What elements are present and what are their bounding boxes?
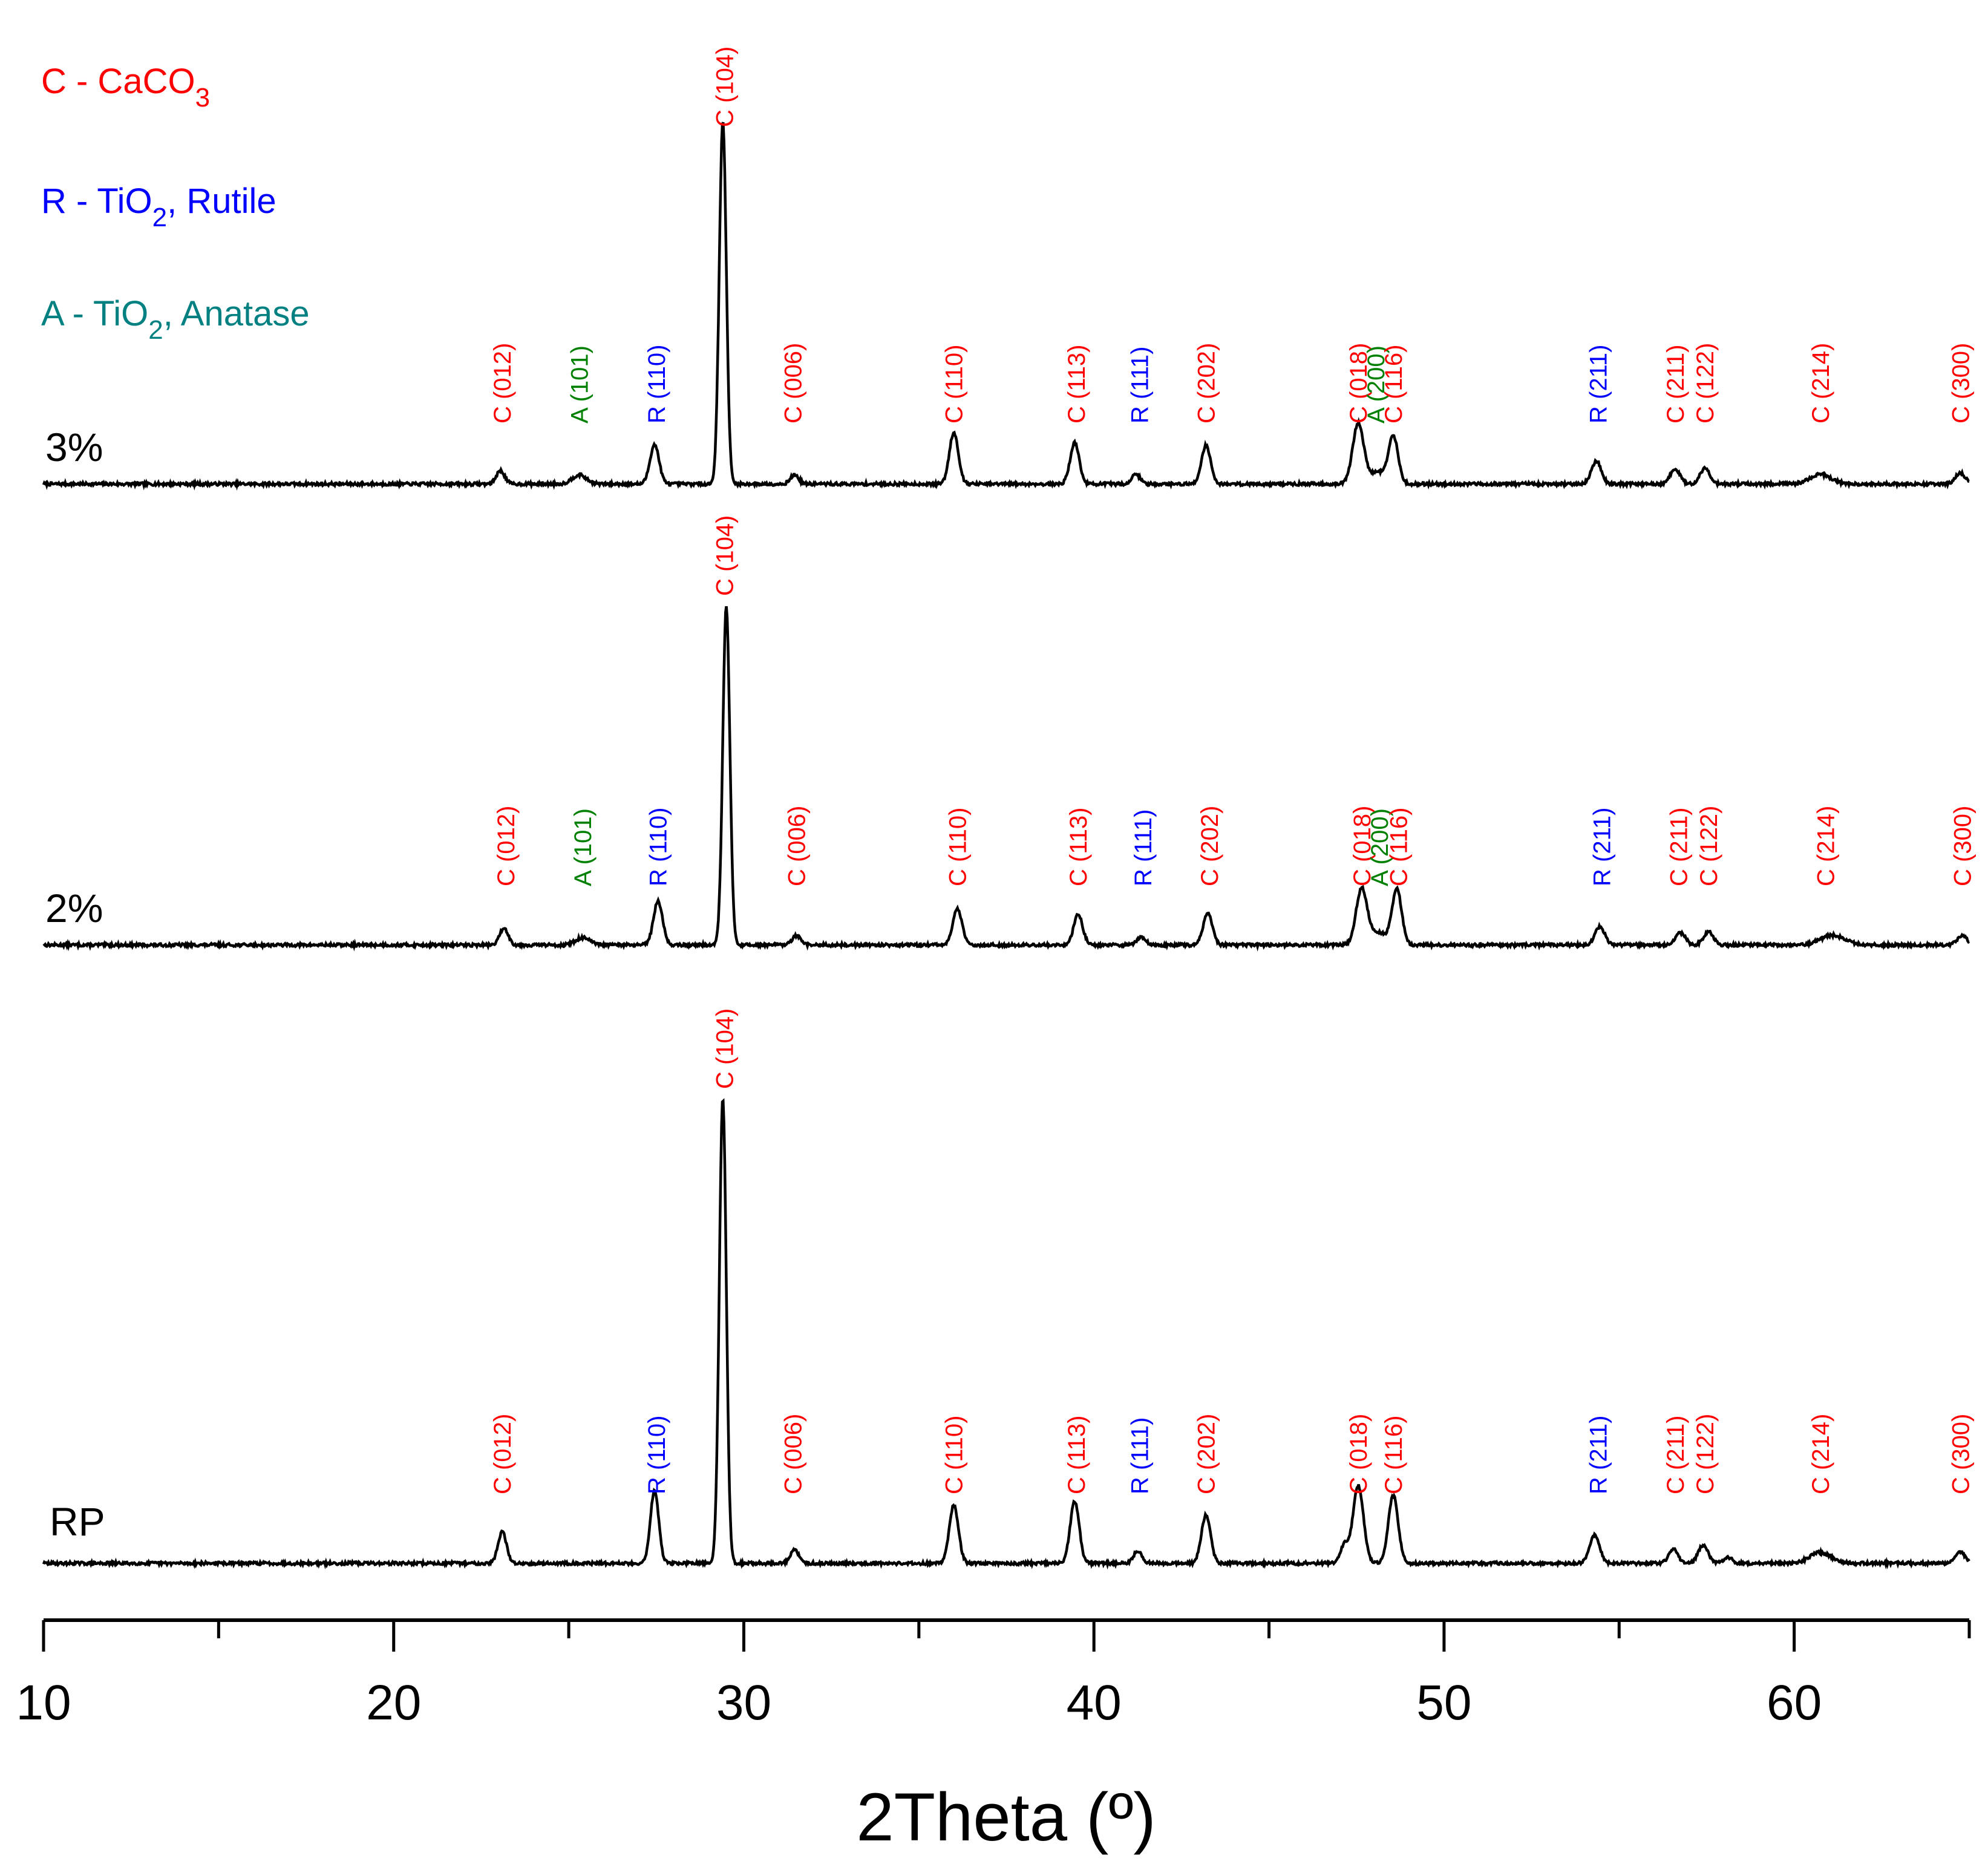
peak-label: C (214) xyxy=(1813,806,1840,886)
legend-entry-c: C - CaCO3 xyxy=(41,62,210,113)
series-label: 3% xyxy=(45,425,103,469)
x-tick-label: 60 xyxy=(1767,1675,1822,1730)
peak-label: R (110) xyxy=(644,1416,670,1494)
x-tick-label: 40 xyxy=(1067,1675,1122,1730)
peak-label: R (111) xyxy=(1126,347,1153,423)
peak-label: C (113) xyxy=(1065,808,1092,886)
peak-label: R (111) xyxy=(1126,1417,1153,1494)
peak-label: R (110) xyxy=(644,345,670,423)
peak-label: C (122) xyxy=(1696,806,1722,886)
peak-label: A (101) xyxy=(570,808,597,886)
peak-label: A (101) xyxy=(567,345,593,423)
peak-label: C (214) xyxy=(1808,343,1834,423)
plot-area: 3% C (012) A (101) R (110) C (104) C (006) C (… xyxy=(42,47,1976,1570)
peak-label: A (200) xyxy=(1363,345,1390,423)
series-3%: 3% C (012) A (101) R (110) C (104) C (006) C (… xyxy=(42,47,1975,491)
series-label: RP xyxy=(50,1499,105,1544)
peak-label: C (012) xyxy=(489,1414,516,1494)
peak-label: C (116) xyxy=(1381,1416,1407,1494)
peak-label: C (211) xyxy=(1663,1416,1689,1494)
legend-entry-a: A - TiO2, Anatase xyxy=(41,294,310,345)
peak-label: C (104) xyxy=(712,47,739,127)
legend-subscript: 2 xyxy=(148,315,163,345)
x-tick-label: 10 xyxy=(16,1675,71,1730)
peak-label: C (110) xyxy=(941,1416,968,1494)
peak-label: R (211) xyxy=(1589,808,1615,886)
peak-label: C (018) xyxy=(1349,806,1376,886)
peak-label: R (111) xyxy=(1130,809,1157,886)
peak-label: C (012) xyxy=(493,806,520,886)
peak-label: C (300) xyxy=(1948,1414,1975,1494)
x-tick-label: 30 xyxy=(716,1675,771,1730)
peak-label: R (211) xyxy=(1586,345,1612,423)
peak-label: C (116) xyxy=(1381,345,1407,423)
peak-label: C (110) xyxy=(945,808,972,886)
peak-label: C (018) xyxy=(1345,1414,1372,1494)
series-RP: RP C (012) R (110) C (104) C (006) C (110) C (… xyxy=(42,1009,1975,1570)
peak-label: A (200) xyxy=(1367,808,1393,886)
legend-subscript: 3 xyxy=(195,83,210,113)
peak-label: C (214) xyxy=(1808,1414,1834,1494)
series-2%: 2% C (012) A (101) R (110) C (104) C (006) C (… xyxy=(42,515,1976,952)
peak-label: C (202) xyxy=(1193,343,1220,423)
trace-RP xyxy=(42,1098,1970,1570)
trace-3% xyxy=(42,122,1970,491)
legend-prefix: C - CaCO xyxy=(41,62,195,101)
peak-label: C (211) xyxy=(1663,345,1689,423)
peak-label: C (012) xyxy=(489,343,516,423)
trace-2% xyxy=(42,606,1970,952)
peak-label: C (104) xyxy=(712,515,739,596)
peak-label: C (122) xyxy=(1692,343,1719,423)
peak-label: C (104) xyxy=(712,1009,739,1089)
legend-prefix: A - TiO xyxy=(41,294,148,333)
x-tick-label: 20 xyxy=(366,1675,421,1730)
legend-suffix: , Anatase xyxy=(163,294,310,333)
peak-label: C (110) xyxy=(941,345,968,423)
legend-suffix: , Rutile xyxy=(167,181,276,221)
series-label: 2% xyxy=(45,886,103,930)
peak-label: R (110) xyxy=(646,808,672,886)
peak-label: C (211) xyxy=(1666,808,1693,886)
x-axis: 10 20 30 40 50 60 xyxy=(16,1618,1971,1730)
peak-label: C (113) xyxy=(1064,1416,1090,1494)
peak-label: C (116) xyxy=(1386,808,1413,886)
legend-prefix: R - TiO xyxy=(41,181,152,221)
peak-label: C (006) xyxy=(783,806,810,886)
legend-subscript: 2 xyxy=(152,203,167,232)
peak-label: C (300) xyxy=(1949,806,1976,886)
peak-label: C (006) xyxy=(780,343,807,423)
legend-entry-r: R - TiO2, Rutile xyxy=(41,181,276,232)
x-axis-title: 2Theta (º) xyxy=(856,1779,1156,1855)
peak-label: C (300) xyxy=(1948,343,1975,423)
peak-label: C (202) xyxy=(1197,806,1223,886)
peak-label: C (202) xyxy=(1193,1414,1220,1494)
peak-label: C (122) xyxy=(1692,1414,1719,1494)
peak-label: C (113) xyxy=(1064,345,1090,423)
peak-label: C (006) xyxy=(780,1414,807,1494)
x-tick-label: 50 xyxy=(1416,1675,1471,1730)
peak-label: R (211) xyxy=(1586,1416,1612,1494)
peak-label: C (018) xyxy=(1345,343,1372,423)
